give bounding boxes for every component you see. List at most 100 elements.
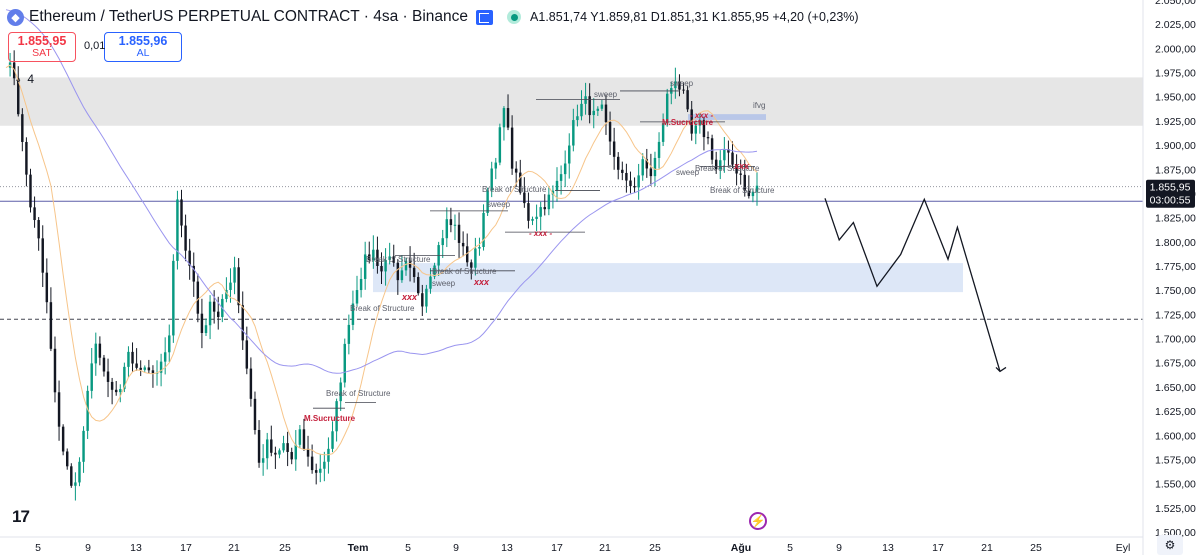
- lightning-icon[interactable]: ⚡: [749, 512, 767, 530]
- candle: [327, 448, 330, 462]
- y-tick-label: 2.000,00: [1155, 43, 1196, 55]
- candle: [135, 363, 138, 368]
- candle: [490, 168, 493, 191]
- candle: [408, 260, 412, 268]
- candle: [453, 224, 457, 226]
- market-status-icon[interactable]: [507, 10, 522, 24]
- symbol-title[interactable]: Ethereum / TetherUS PERPETUAL CONTRACT ·…: [29, 8, 469, 25]
- candle: [306, 448, 310, 457]
- candle: [535, 216, 538, 219]
- candle: [176, 199, 179, 261]
- candle: [710, 138, 714, 160]
- buy-price: 1.855,96: [118, 34, 168, 48]
- candle: [33, 207, 36, 221]
- candle: [114, 389, 118, 393]
- sell-button[interactable]: 1.855,95 SAT: [8, 32, 76, 62]
- candle: [547, 194, 551, 210]
- candle: [102, 357, 106, 372]
- y-tick-label: 2.025,00: [1155, 19, 1196, 31]
- candle: [106, 371, 110, 382]
- flag-icon[interactable]: [476, 9, 494, 25]
- projection-path: [824, 197, 1001, 372]
- trade-panel: 1.855,95 SAT 0,01 1.855,96 AL: [8, 32, 182, 62]
- candle: [645, 159, 649, 169]
- y-tick-label: 2.050,00: [1155, 0, 1196, 7]
- annotation-label: sweep: [670, 79, 694, 88]
- candle: [372, 249, 375, 261]
- x-tick-label: 5: [787, 542, 793, 554]
- candle: [331, 431, 334, 449]
- candle: [65, 451, 69, 467]
- y-tick-label: 1.925,00: [1155, 116, 1196, 128]
- candle: [755, 185, 759, 192]
- candle: [368, 254, 371, 261]
- candle: [265, 439, 269, 459]
- candle: [674, 81, 677, 89]
- candle: [253, 398, 257, 431]
- candle: [743, 174, 746, 191]
- y-tick-label: 1.550,00: [1155, 479, 1196, 491]
- candle: [237, 267, 240, 306]
- y-tick-label: 1.575,00: [1155, 454, 1196, 466]
- candle: [686, 90, 689, 110]
- candle: [282, 443, 285, 451]
- candle: [86, 390, 89, 431]
- ohlc-readout: A1.851,74 Y1.859,81 D1.851,31 K1.855,95 …: [530, 10, 859, 24]
- candle: [425, 288, 428, 307]
- candle: [392, 256, 395, 263]
- candle: [706, 137, 710, 139]
- candle: [241, 305, 244, 341]
- annotation-red: xxx: [401, 292, 418, 302]
- candle: [429, 276, 432, 289]
- tradingview-logo-icon[interactable]: 17: [12, 507, 30, 526]
- candle: [339, 382, 342, 402]
- candle: [510, 127, 514, 169]
- candle: [714, 159, 718, 170]
- gear-icon[interactable]: ⚙: [1157, 535, 1183, 555]
- candle: [576, 116, 579, 121]
- candle: [412, 267, 416, 277]
- candle: [314, 470, 318, 473]
- candle: [225, 289, 228, 299]
- candle: [335, 401, 338, 432]
- candle: [523, 192, 526, 204]
- candle: [539, 207, 542, 217]
- candle: [127, 351, 130, 367]
- candle: [274, 452, 277, 455]
- candle: [751, 191, 755, 197]
- buy-button[interactable]: 1.855,96 AL: [104, 32, 182, 62]
- candle: [45, 272, 49, 303]
- chart-header: ◆ Ethereum / TetherUS PERPETUAL CONTRACT…: [0, 0, 859, 34]
- candle: [53, 348, 57, 393]
- x-tick-label: 5: [35, 542, 41, 554]
- candle: [204, 325, 208, 334]
- candle: [380, 265, 383, 272]
- buy-label: AL: [136, 47, 150, 59]
- candle: [731, 152, 734, 165]
- candle: [400, 270, 404, 281]
- annotation-label: Break of Structure: [432, 267, 497, 276]
- candle: [37, 220, 40, 239]
- candle: [70, 466, 73, 486]
- last-price-tag: [1146, 179, 1195, 208]
- candle: [563, 163, 567, 175]
- candle: [588, 96, 591, 116]
- candle: [404, 260, 408, 271]
- candle: [184, 225, 187, 251]
- annotation-red: - xxx -: [529, 229, 552, 238]
- candle: [17, 78, 20, 115]
- candle: [212, 301, 216, 312]
- indicator-toggle[interactable]: ⌄ 4: [14, 72, 34, 86]
- candle: [657, 141, 661, 158]
- candle: [323, 461, 326, 469]
- candle: [661, 123, 665, 142]
- x-tick-label: Tem: [348, 542, 369, 554]
- candle: [286, 443, 289, 452]
- y-tick-label: 1.825,00: [1155, 213, 1196, 225]
- candle: [723, 149, 726, 161]
- candle: [94, 343, 98, 364]
- spread-value: 0,01: [84, 40, 106, 52]
- candle: [519, 172, 522, 193]
- candle: [612, 141, 616, 157]
